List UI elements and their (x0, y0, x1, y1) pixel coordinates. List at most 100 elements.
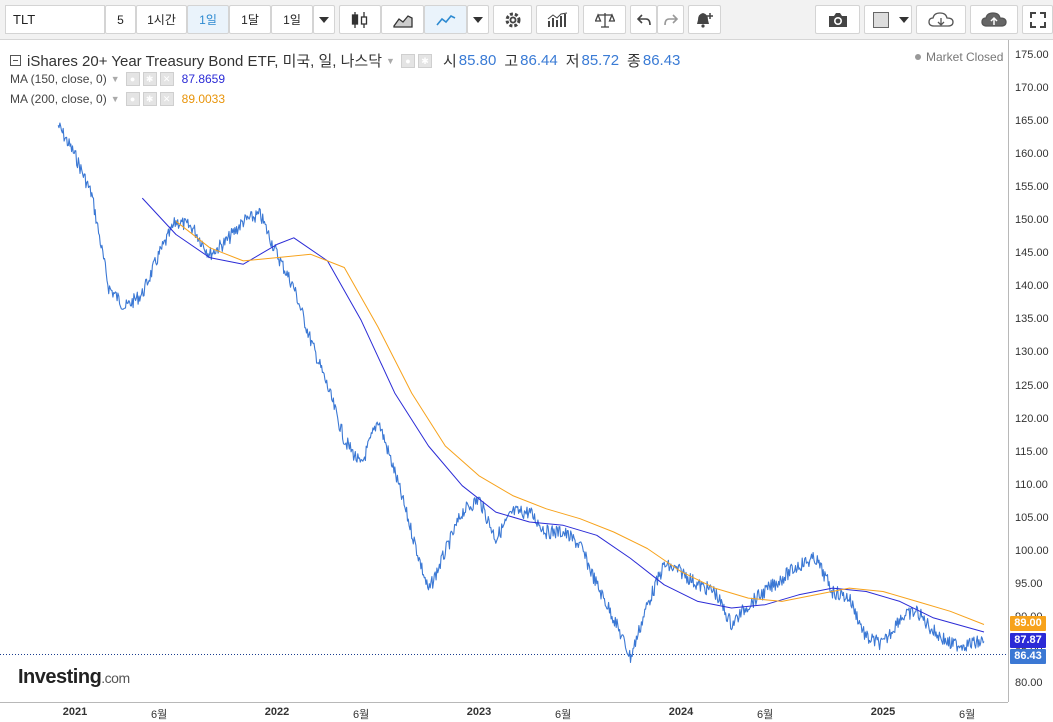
ma150-value: 87.8659 (181, 72, 226, 86)
ma200-line (175, 220, 985, 625)
collapse-icon[interactable] (10, 55, 21, 66)
price-tick-label: 175.00 (1015, 49, 1049, 61)
price-line (57, 122, 985, 664)
chevron-down-icon (899, 16, 909, 23)
time-axis[interactable] (0, 702, 1008, 720)
time-tick-label: 2023 (466, 706, 492, 718)
cloud-upload-button[interactable] (970, 5, 1018, 34)
settings-mini-icon[interactable]: ✱ (142, 92, 157, 106)
low-value: 85.72 (581, 52, 620, 69)
area-chart-icon (392, 14, 413, 28)
line-chart-icon (435, 14, 455, 26)
cloud-upload-icon (981, 11, 1007, 27)
open-value: 85.80 (458, 52, 497, 69)
price-tick-label: 125.00 (1015, 379, 1049, 392)
time-tick-label: 6월 (151, 709, 168, 721)
ma150-line (141, 197, 985, 633)
undo-button[interactable] (630, 5, 657, 34)
interval-5[interactable]: 5 (105, 5, 136, 34)
price-tick-label: 145.00 (1015, 247, 1049, 260)
market-status-text: Market Closed (926, 50, 1004, 64)
line-chart-button[interactable] (424, 5, 467, 34)
price-tick-label: 140.00 (1015, 280, 1049, 293)
square-icon (873, 11, 889, 28)
investing-logo: Investing.com (18, 666, 130, 689)
settings-mini-icon[interactable]: ✱ (142, 72, 157, 86)
remove-icon[interactable]: ✕ (159, 72, 174, 86)
legend-ma200: MA (200, close, 0) ▼ ● ✱ ✕ 89.0033 (10, 92, 225, 106)
price-axis[interactable] (1008, 40, 1053, 702)
last-price-label: 86.43 (1010, 649, 1046, 664)
price-tick-label: 150.00 (1015, 214, 1049, 227)
interval-1mo[interactable]: 1달 (229, 5, 271, 34)
logo-suffix: .com (101, 670, 130, 686)
redo-button[interactable] (657, 5, 684, 34)
legend-ma150: MA (150, close, 0) ▼ ● ✱ ✕ 87.8659 (10, 72, 225, 86)
time-tick-label: 6월 (959, 709, 976, 721)
toolbar: 5 1시간 1일 1달 1일 (0, 0, 1053, 40)
remove-icon[interactable]: ✕ (159, 92, 174, 106)
interval-label: 5 (117, 12, 124, 27)
instrument-title: iShares 20+ Year Treasury Bond ETF, 미국, … (27, 53, 383, 70)
alert-button[interactable] (688, 5, 721, 34)
time-tick-label: 6월 (555, 709, 572, 721)
chevron-down-icon (319, 16, 329, 23)
high-value: 86.44 (520, 52, 558, 69)
series-layer (0, 122, 1008, 664)
screenshot-button[interactable] (815, 5, 860, 34)
layout-button[interactable] (864, 5, 912, 34)
price-chart[interactable] (0, 40, 1008, 702)
bell-plus-icon (696, 13, 713, 28)
eye-icon[interactable]: ● (400, 53, 415, 68)
area-chart-button[interactable] (381, 5, 424, 34)
interval-1h[interactable]: 1시간 (136, 5, 187, 34)
indicators-icon (547, 12, 567, 27)
fullscreen-icon (1029, 11, 1046, 28)
caret-down-icon[interactable]: ▼ (386, 55, 395, 66)
price-tick-label: 130.00 (1015, 346, 1049, 359)
interval-dropdown[interactable] (313, 5, 335, 34)
undo-icon (636, 13, 651, 25)
price-tick-label: 110.00 (1015, 478, 1048, 491)
time-tick-label: 2025 (870, 706, 896, 718)
caret-down-icon[interactable]: ▼ (110, 94, 120, 104)
candlestick-icon (351, 11, 368, 28)
settings-mini-icon[interactable]: ✱ (417, 53, 432, 68)
price-tick-label: 170.00 (1015, 82, 1049, 95)
indicators-button[interactable] (536, 5, 579, 34)
interval-1d[interactable]: 1일 (187, 5, 229, 34)
cloud-download-icon (928, 11, 954, 27)
interval-custom[interactable]: 1일 (271, 5, 313, 34)
symbol-input[interactable] (5, 5, 105, 34)
time-tick-label: 6월 (353, 709, 370, 721)
eye-icon[interactable]: ● (125, 92, 140, 106)
chart-type-dropdown[interactable] (467, 5, 489, 34)
status-dot-icon (915, 54, 921, 60)
settings-button[interactable] (493, 5, 532, 34)
time-tick-label: 2022 (264, 706, 290, 718)
price-tick-label: 120.00 (1015, 412, 1049, 425)
ma150-label: MA (150, close, 0) (10, 72, 107, 86)
compare-button[interactable] (583, 5, 626, 34)
time-tick-label: 6월 (757, 709, 774, 721)
interval-label: 1일 (199, 13, 217, 27)
close-value: 86.43 (642, 52, 681, 69)
chevron-down-icon (473, 16, 483, 23)
caret-down-icon[interactable]: ▼ (110, 74, 120, 84)
scale-icon (594, 12, 615, 28)
price-tick-label: 115.00 (1015, 445, 1048, 458)
interval-label: 1달 (241, 13, 259, 27)
market-status: Market Closed (915, 50, 1003, 64)
close-label: 종 (627, 53, 641, 70)
price-tick-label: 165.00 (1015, 115, 1049, 128)
eye-icon[interactable]: ● (125, 72, 140, 86)
interval-label: 1일 (283, 13, 301, 27)
cloud-download-button[interactable] (916, 5, 966, 34)
price-tick-label: 100.00 (1015, 544, 1049, 557)
open-label: 시 (442, 53, 457, 70)
candlestick-button[interactable] (339, 5, 381, 34)
redo-icon (663, 13, 678, 25)
gear-icon (505, 12, 520, 27)
camera-icon (828, 12, 847, 27)
fullscreen-button[interactable] (1022, 5, 1053, 34)
